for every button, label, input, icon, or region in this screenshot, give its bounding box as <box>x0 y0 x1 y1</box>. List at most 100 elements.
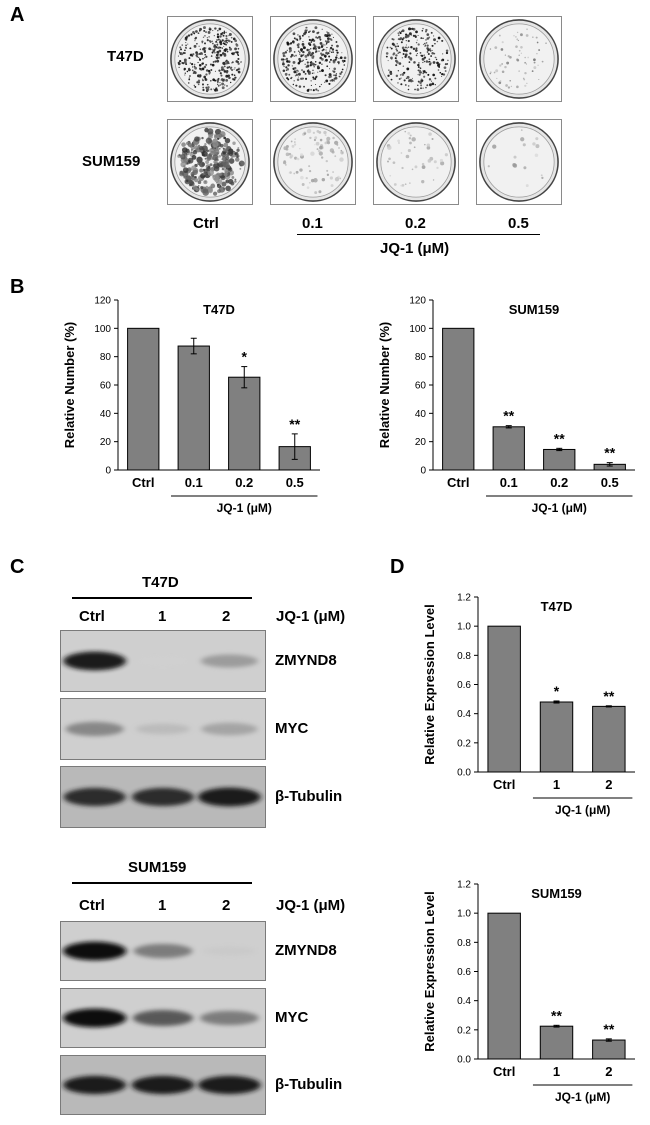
panel-letter-a: A <box>10 4 25 26</box>
colony <box>331 48 335 51</box>
colony <box>234 152 237 156</box>
dish-svg <box>273 19 353 99</box>
x-tick-label: 0.1 <box>185 475 203 490</box>
colony <box>308 165 311 168</box>
colony <box>329 58 332 61</box>
colony <box>536 41 539 44</box>
colony <box>193 32 196 35</box>
colony <box>223 78 225 80</box>
colony <box>410 34 413 36</box>
colony <box>532 142 536 146</box>
colony <box>428 83 432 87</box>
colony <box>214 70 217 72</box>
colony <box>395 48 398 51</box>
colony <box>240 61 242 63</box>
colony <box>179 170 184 175</box>
colony <box>303 85 305 88</box>
colony <box>431 137 434 141</box>
colony <box>439 71 442 74</box>
colony <box>422 70 426 73</box>
colony <box>212 164 216 168</box>
colony <box>221 181 227 187</box>
colony <box>298 59 302 63</box>
panel-a-row-label-t47d: T47D <box>107 48 144 65</box>
colony <box>203 65 207 69</box>
colony <box>285 57 289 61</box>
colony <box>326 173 330 176</box>
colony <box>525 34 529 37</box>
colony <box>516 31 519 34</box>
colony <box>294 67 297 70</box>
colony <box>202 57 204 60</box>
colony <box>319 138 323 142</box>
colony <box>326 141 331 145</box>
colony <box>219 57 221 59</box>
colony <box>309 30 311 32</box>
colony <box>228 35 230 37</box>
colony <box>193 84 196 87</box>
colony <box>523 78 526 81</box>
colonies <box>386 130 448 187</box>
blot-strip <box>60 630 266 692</box>
colony <box>445 49 449 52</box>
colony <box>419 81 422 85</box>
colony <box>225 179 230 184</box>
colony <box>217 77 220 80</box>
colony <box>201 145 208 152</box>
blot-band <box>65 721 124 737</box>
colony <box>298 85 302 88</box>
colony <box>285 164 287 166</box>
colony <box>535 144 540 149</box>
colony <box>500 48 504 51</box>
colony <box>201 150 208 157</box>
colony <box>181 147 188 153</box>
colony <box>216 43 219 46</box>
colony <box>312 131 315 134</box>
colony <box>404 183 407 186</box>
colony <box>296 72 298 74</box>
significance-marker: ** <box>554 430 565 446</box>
colony <box>208 148 215 154</box>
colony <box>297 76 299 78</box>
colony <box>219 40 222 44</box>
colony <box>404 55 407 58</box>
y-tick-label: 20 <box>415 437 427 448</box>
colonies <box>385 27 449 92</box>
dish-well <box>483 126 555 198</box>
colony <box>434 43 436 45</box>
colony <box>219 53 223 57</box>
colony <box>520 52 522 54</box>
colony <box>432 49 434 51</box>
colony <box>407 55 411 59</box>
colony <box>515 35 517 38</box>
colony <box>192 185 198 190</box>
colony <box>206 156 212 161</box>
colony <box>520 33 523 37</box>
colony <box>409 134 412 137</box>
colony <box>311 51 315 55</box>
colonies <box>489 28 547 89</box>
colony <box>313 63 315 66</box>
colony <box>399 32 402 35</box>
colony <box>343 59 346 63</box>
colony <box>216 148 220 152</box>
colony <box>326 65 329 68</box>
colony <box>300 48 303 52</box>
colony <box>436 61 439 65</box>
colony <box>416 39 418 41</box>
colony <box>189 47 191 50</box>
colony <box>185 41 187 44</box>
colony <box>417 84 419 86</box>
colony <box>431 82 435 86</box>
colony <box>321 58 324 61</box>
blot-cell-line-label: T47D <box>142 574 179 591</box>
colony <box>223 172 228 177</box>
colony <box>220 79 223 81</box>
colony <box>213 159 218 165</box>
colony <box>202 36 205 38</box>
colony <box>229 81 232 84</box>
colony <box>186 70 189 73</box>
colony <box>310 151 315 156</box>
colony <box>385 55 388 58</box>
colony <box>517 39 519 42</box>
